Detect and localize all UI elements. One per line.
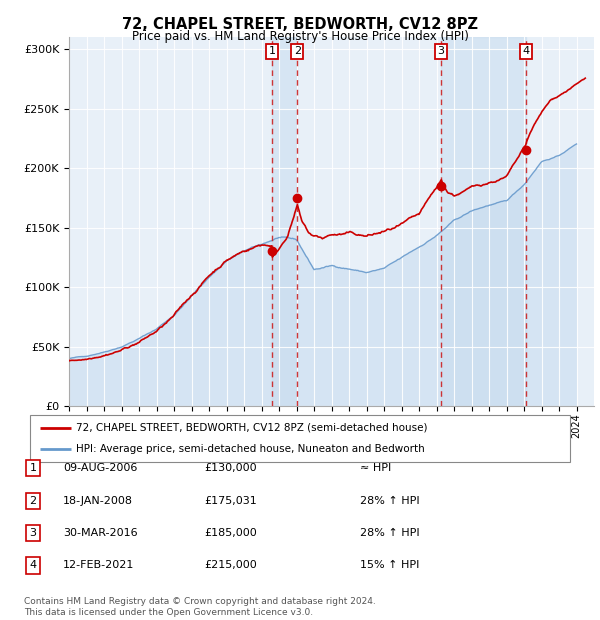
Text: ≈ HPI: ≈ HPI (360, 463, 391, 473)
Text: 09-AUG-2006: 09-AUG-2006 (63, 463, 137, 473)
Text: 3: 3 (437, 46, 445, 56)
Text: 18-JAN-2008: 18-JAN-2008 (63, 496, 133, 506)
Text: 1: 1 (269, 46, 275, 56)
Text: 72, CHAPEL STREET, BEDWORTH, CV12 8PZ (semi-detached house): 72, CHAPEL STREET, BEDWORTH, CV12 8PZ (s… (76, 423, 427, 433)
Text: Contains HM Land Registry data © Crown copyright and database right 2024.
This d: Contains HM Land Registry data © Crown c… (24, 598, 376, 617)
Text: 4: 4 (29, 560, 37, 570)
Text: £175,031: £175,031 (204, 496, 257, 506)
FancyBboxPatch shape (30, 415, 570, 462)
Text: £185,000: £185,000 (204, 528, 257, 538)
Text: 28% ↑ HPI: 28% ↑ HPI (360, 528, 419, 538)
Text: 30-MAR-2016: 30-MAR-2016 (63, 528, 137, 538)
Text: HPI: Average price, semi-detached house, Nuneaton and Bedworth: HPI: Average price, semi-detached house,… (76, 445, 425, 454)
Text: 1: 1 (29, 463, 37, 473)
Text: 3: 3 (29, 528, 37, 538)
Text: 4: 4 (523, 46, 530, 56)
Text: 28% ↑ HPI: 28% ↑ HPI (360, 496, 419, 506)
Text: 15% ↑ HPI: 15% ↑ HPI (360, 560, 419, 570)
Text: £215,000: £215,000 (204, 560, 257, 570)
Text: £130,000: £130,000 (204, 463, 257, 473)
Text: 12-FEB-2021: 12-FEB-2021 (63, 560, 134, 570)
Text: Price paid vs. HM Land Registry's House Price Index (HPI): Price paid vs. HM Land Registry's House … (131, 30, 469, 43)
Text: 2: 2 (29, 496, 37, 506)
Text: 72, CHAPEL STREET, BEDWORTH, CV12 8PZ: 72, CHAPEL STREET, BEDWORTH, CV12 8PZ (122, 17, 478, 32)
Text: 2: 2 (294, 46, 301, 56)
